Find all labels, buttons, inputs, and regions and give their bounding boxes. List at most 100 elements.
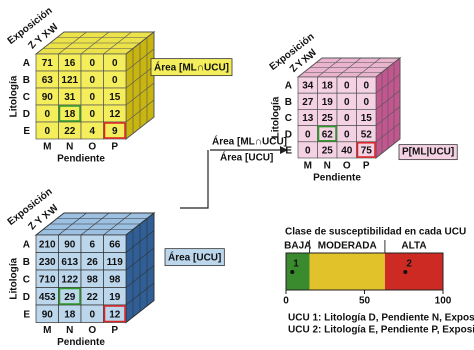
cell-value: 0 (44, 126, 50, 137)
cell-value: 710 (39, 274, 56, 285)
row-label: B (23, 257, 30, 268)
row-label: D (285, 129, 292, 140)
cell-value: 613 (61, 257, 78, 268)
row-label: D (23, 292, 30, 303)
col-label: M (43, 325, 51, 336)
side-line (125, 247, 155, 271)
tick-label: 50 (359, 296, 371, 307)
cell (356, 141, 377, 159)
cell-value: 453 (39, 292, 56, 303)
cell-value: 18 (322, 81, 334, 92)
cell-value: 63 (42, 75, 54, 86)
top-line (103, 31, 132, 55)
cell-value: 75 (361, 146, 373, 157)
cell-value: 90 (42, 92, 54, 103)
cell-value: 0 (112, 75, 118, 86)
side-line (375, 106, 401, 126)
top-line (80, 31, 110, 55)
top-line (103, 212, 132, 236)
cell-value: 29 (64, 292, 76, 303)
cell-value: 34 (302, 81, 314, 92)
cube-label: Área [ML∩UCU] (154, 61, 229, 74)
side-line (125, 82, 155, 106)
side-line (125, 230, 155, 253)
cell-value: 0 (89, 75, 95, 86)
depth-label: Z (288, 63, 300, 75)
col-label: P (363, 161, 370, 172)
top-line (356, 57, 381, 78)
axis-label: Pendiente (57, 154, 105, 165)
cell (103, 121, 127, 140)
highlight (58, 287, 81, 305)
cell-value: 27 (302, 97, 314, 108)
cell-value: 0 (363, 81, 369, 92)
row-label: B (23, 75, 30, 86)
cell-value: 6 (89, 239, 95, 250)
band (309, 253, 385, 290)
cell-value: 25 (322, 113, 334, 124)
cell-value: 0 (44, 109, 50, 120)
col-label: O (343, 161, 351, 172)
side-line (125, 48, 155, 72)
marker-label: 2 (406, 259, 412, 270)
cell-value: 19 (109, 292, 121, 303)
side-line (125, 265, 155, 288)
col-label: O (88, 142, 96, 153)
row-label: A (23, 239, 30, 250)
cell-value: 0 (344, 97, 350, 108)
cell-value: 25 (322, 146, 334, 157)
highlight (356, 142, 376, 158)
side-line (375, 122, 401, 143)
row-label: E (23, 309, 30, 320)
cell-value: 40 (341, 146, 353, 157)
cube-label: Área [UCU] (168, 251, 221, 264)
cube-label: P[ML|UCU] (402, 147, 454, 158)
row-label: E (23, 126, 30, 137)
tick-label: 0 (283, 296, 289, 307)
label-box (398, 144, 458, 161)
col-label: O (88, 325, 96, 336)
marker-label: 1 (293, 259, 299, 270)
numerator: Área [ML∩UCU] (212, 135, 287, 148)
cell-value: 12 (109, 109, 121, 120)
cell-value: 122 (61, 274, 78, 285)
scale-title: Clase de susceptibilidad en cada UCU (285, 227, 466, 238)
band-label: ALTA (401, 241, 426, 252)
cell-value: 98 (109, 274, 121, 285)
cell-value: 121 (61, 75, 78, 86)
cell-value: 0 (363, 97, 369, 108)
col-label: P (111, 142, 118, 153)
marker (290, 270, 295, 274)
row-label: E (285, 146, 292, 157)
axis-label: Litología (9, 75, 20, 117)
cell-value: 0 (89, 309, 95, 320)
cell-value: 22 (87, 292, 99, 303)
cell-value: 16 (64, 58, 76, 69)
cell-value: 0 (89, 109, 95, 120)
cell-value: 18 (64, 109, 76, 120)
highlight (103, 122, 126, 139)
tick-label: 100 (435, 296, 452, 307)
label-box (150, 58, 233, 77)
cell-value: 0 (89, 92, 95, 103)
cell-value: 0 (344, 81, 350, 92)
band-label: BAJA (284, 241, 311, 252)
denominator: Área [UCU] (220, 151, 273, 164)
row-label: C (23, 92, 30, 103)
highlight (58, 105, 81, 122)
col-label: N (66, 325, 73, 336)
top-line (317, 57, 342, 78)
note: UCU 2: Litología E, Pendiente P, Exposic… (288, 325, 474, 336)
cell-value: 0 (112, 58, 118, 69)
highlight (103, 305, 126, 323)
band (286, 253, 310, 290)
cell-value: 12 (109, 309, 121, 320)
cell-value: 22 (64, 126, 76, 137)
col-label: N (66, 142, 73, 153)
highlight (317, 125, 337, 142)
arrow-head (280, 146, 288, 154)
cell-value: 9 (112, 126, 118, 137)
cell-value: 210 (39, 239, 56, 250)
col-label: M (304, 161, 312, 172)
side-line (125, 65, 155, 89)
